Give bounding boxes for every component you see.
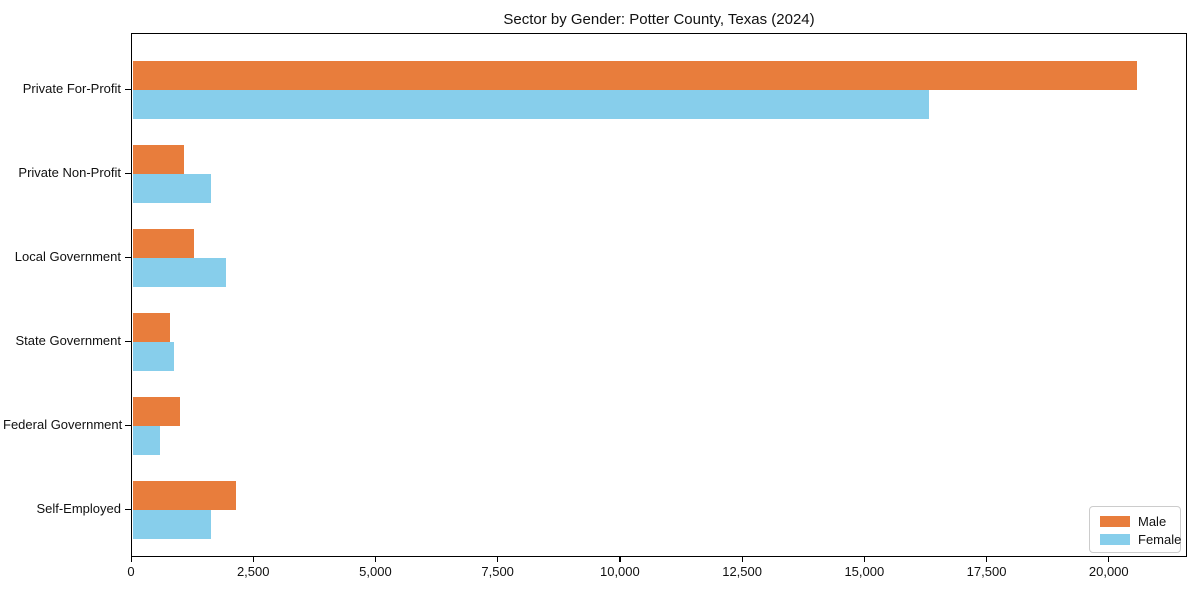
- y-axis-category-label: Self-Employed: [36, 501, 121, 516]
- x-axis-tick: [741, 557, 743, 562]
- y-axis-category-label: Federal Government: [3, 417, 123, 432]
- y-axis-tick: [125, 508, 131, 510]
- y-axis-category-label: Private For-Profit: [22, 81, 121, 96]
- bar-male: [133, 229, 195, 258]
- y-axis-tick: [125, 88, 131, 90]
- y-axis-category-label: State Government: [15, 333, 122, 348]
- bar-male: [133, 481, 237, 510]
- bar-male: [133, 313, 171, 342]
- plot-area: [131, 33, 1187, 557]
- x-axis-tick: [252, 557, 254, 562]
- x-axis-tick: [1108, 557, 1110, 562]
- bar-male: [133, 61, 1137, 90]
- legend-item-female: Female: [1100, 531, 1181, 548]
- legend: Male Female: [1089, 506, 1181, 553]
- bar-female: [133, 426, 160, 455]
- x-axis-tick-label: 2,500: [236, 564, 270, 579]
- chart-title: Sector by Gender: Potter County, Texas (…: [503, 11, 815, 28]
- bar-female: [133, 174, 212, 203]
- x-axis-tick-label: 20,000: [1088, 564, 1129, 579]
- bar-female: [133, 258, 226, 287]
- x-axis-tick: [863, 557, 866, 562]
- x-axis-tick: [619, 557, 621, 562]
- bar-female: [133, 510, 212, 539]
- x-axis-tick-label: 0: [127, 564, 135, 579]
- x-axis-tick-label: 5,000: [359, 564, 392, 579]
- legend-label: Female: [1138, 531, 1182, 547]
- y-axis-category-label: Local Government: [14, 249, 121, 264]
- bar-male: [133, 145, 184, 174]
- y-axis-category-label: Private Non-Profit: [18, 165, 121, 180]
- x-axis-tick-label: 17,500: [966, 564, 1007, 579]
- x-axis-tick: [130, 557, 132, 562]
- bar-male: [133, 397, 180, 426]
- y-axis-tick: [125, 172, 131, 174]
- y-axis-tick: [125, 340, 131, 342]
- x-axis-tick-label: 10,000: [599, 564, 640, 579]
- legend-swatch-female: [1100, 533, 1130, 545]
- legend-item-male: Male: [1100, 513, 1172, 530]
- y-axis-tick: [125, 424, 131, 426]
- x-axis-tick-label: 7,500: [481, 564, 514, 579]
- x-axis-tick-label: 12,500: [722, 564, 762, 579]
- x-axis-tick: [374, 557, 377, 562]
- x-axis-tick-label: 15,000: [844, 564, 885, 579]
- bar-female: [133, 90, 929, 119]
- bar-female: [133, 342, 175, 371]
- y-axis-tick: [125, 256, 131, 258]
- x-axis-tick: [986, 557, 988, 562]
- legend-label: Male: [1138, 514, 1167, 530]
- x-axis-tick: [497, 557, 499, 562]
- legend-swatch-male: [1100, 516, 1130, 528]
